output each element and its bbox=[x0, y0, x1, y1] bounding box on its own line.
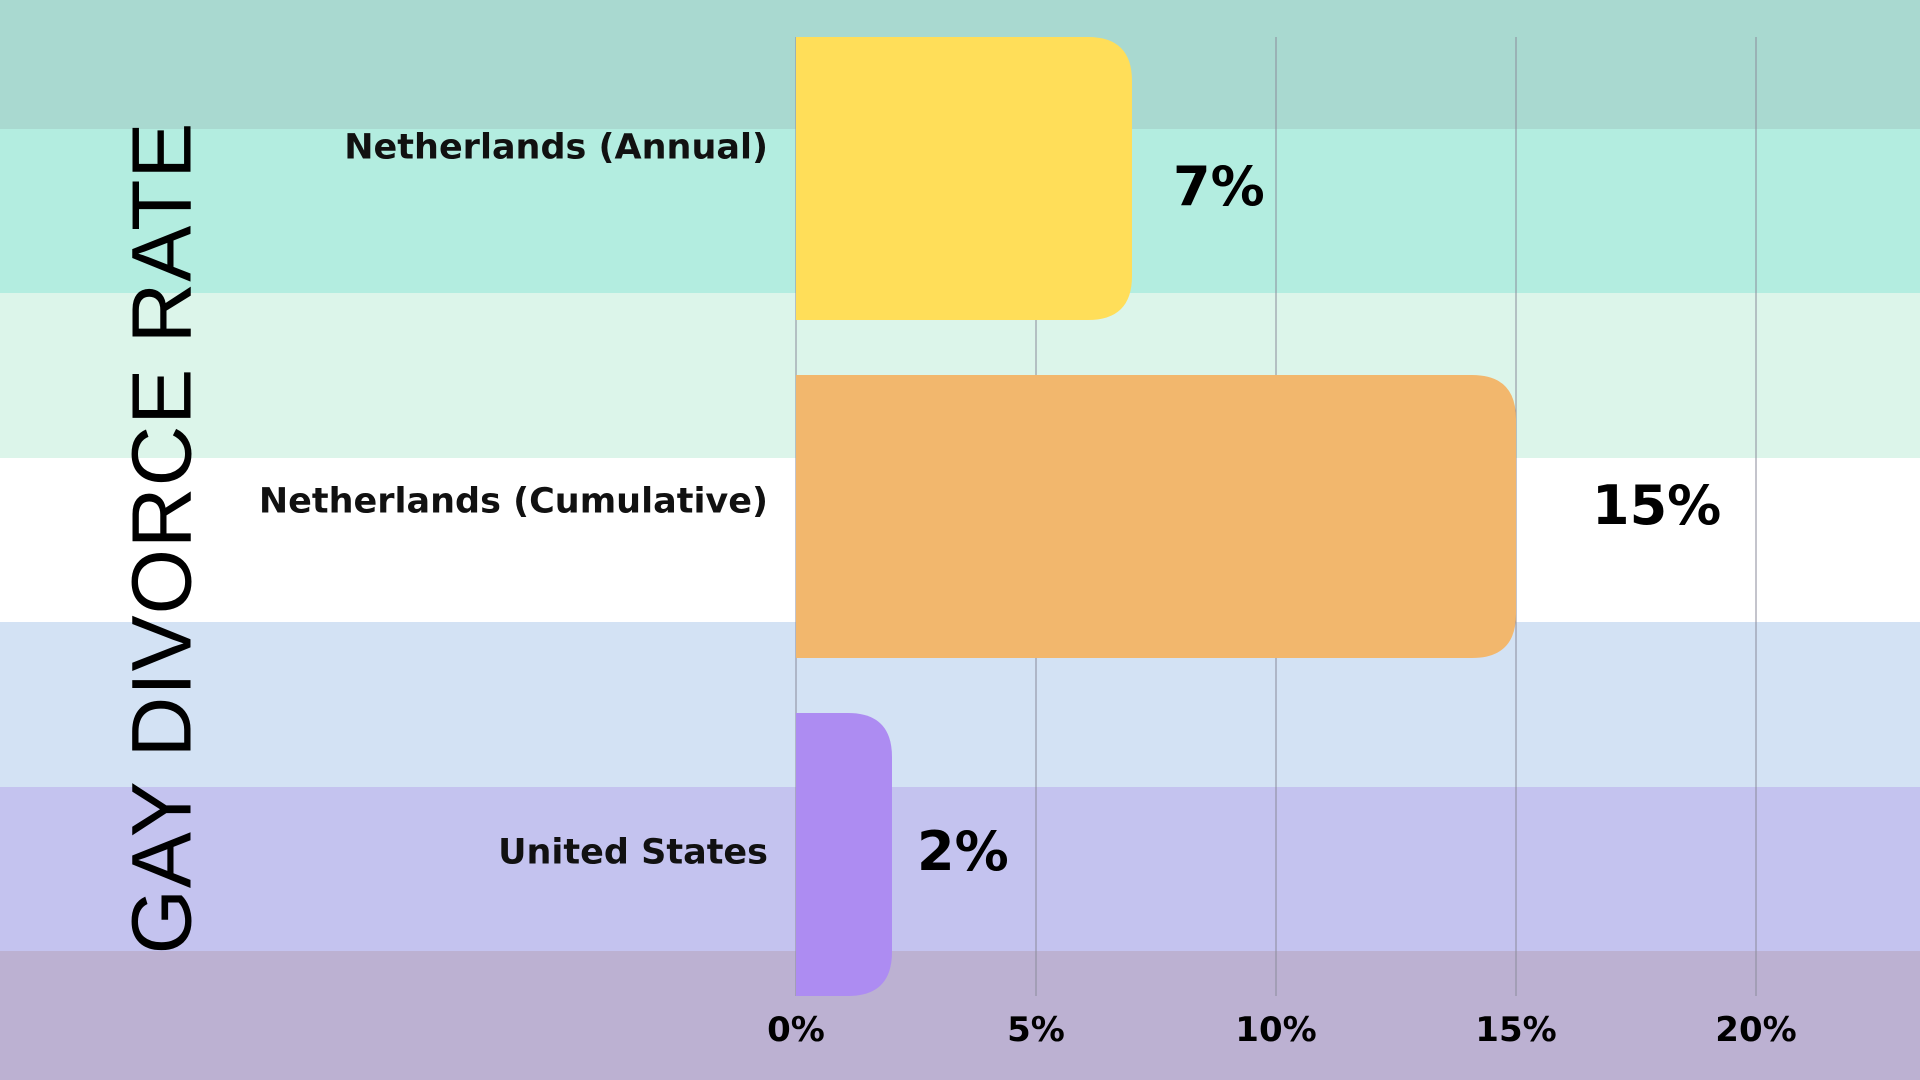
x-tick-label: 0% bbox=[767, 1010, 825, 1050]
category-label: United States bbox=[498, 833, 768, 873]
category-label: Netherlands (Cumulative) bbox=[259, 482, 768, 522]
x-tick-label: 20% bbox=[1715, 1010, 1796, 1050]
data-label: 15% bbox=[1592, 474, 1721, 537]
x-tick-label: 15% bbox=[1475, 1010, 1556, 1050]
data-label: 2% bbox=[917, 820, 1009, 883]
x-tick-label: 5% bbox=[1007, 1010, 1065, 1050]
background-band bbox=[0, 787, 1920, 951]
background-band bbox=[0, 951, 1920, 1080]
bar bbox=[796, 713, 892, 996]
bar bbox=[796, 375, 1516, 658]
bar bbox=[796, 37, 1132, 320]
x-tick-label: 10% bbox=[1235, 1010, 1316, 1050]
data-label: 7% bbox=[1173, 155, 1265, 218]
category-label: Netherlands (Annual) bbox=[344, 128, 768, 168]
